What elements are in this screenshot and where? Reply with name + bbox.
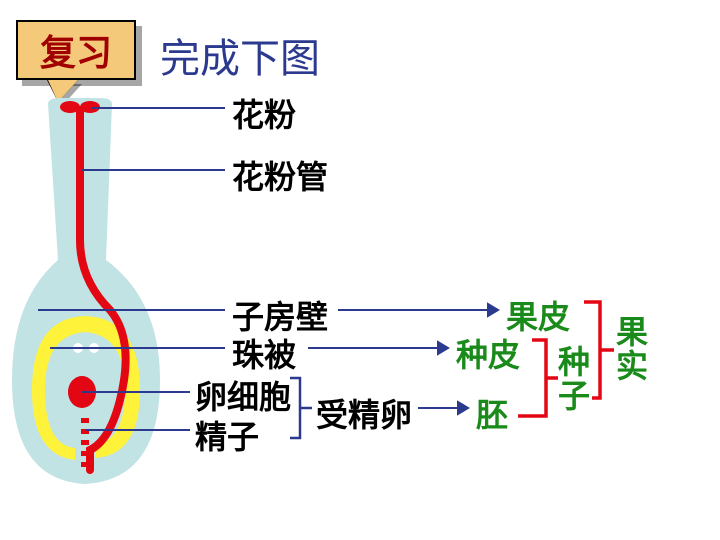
label-zhubei: 珠被 — [232, 330, 296, 376]
label-seed: 种子 — [558, 346, 590, 413]
pistil-shape — [12, 98, 160, 484]
label-seedcoat: 种皮 — [456, 330, 520, 376]
label-fruit: 果实 — [616, 316, 648, 383]
label-embryo: 胚 — [476, 390, 508, 436]
biology-diagram — [0, 0, 720, 540]
label-sperm: 精子 — [195, 412, 259, 458]
bracket-fertegg — [290, 378, 312, 438]
label-fertegg: 受精卵 — [316, 390, 412, 436]
label-pollentube: 花粉管 — [232, 152, 328, 198]
label-pollen: 花粉 — [232, 90, 296, 136]
